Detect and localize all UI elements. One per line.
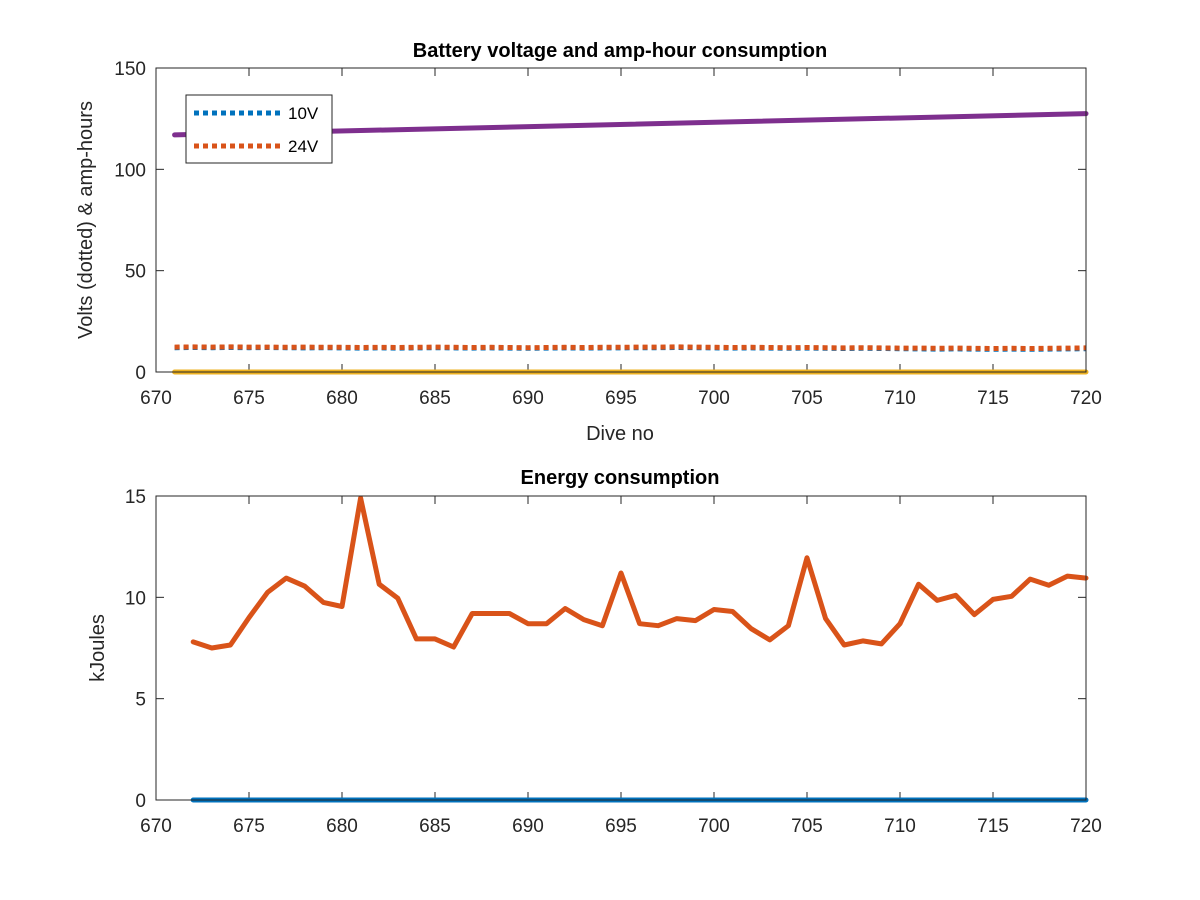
- series-line-24v: [174, 344, 1087, 351]
- y-axis-label: kJoules: [87, 614, 109, 682]
- series-line-0: [190, 495, 1089, 651]
- y-tick-label: 150: [114, 59, 146, 80]
- y-axis-label: Volts (dotted) & amp-hours: [75, 101, 97, 339]
- x-tick-label: 720: [1070, 388, 1102, 409]
- chart-title: Energy consumption: [521, 467, 720, 489]
- x-tick-label: 675: [233, 388, 265, 409]
- x-tick-label: 705: [791, 816, 823, 837]
- axes-box: [155, 495, 1087, 801]
- x-tick-label: 680: [326, 816, 358, 837]
- tick-group: 670 675 680 685 690 695 700 705 710 715 720 0 5 10 15: [125, 487, 1102, 837]
- y-tick-label: 15: [125, 487, 146, 508]
- y-tick-label: 0: [135, 791, 146, 812]
- y-tick-label: 0: [135, 363, 146, 384]
- x-tick-label: 680: [326, 388, 358, 409]
- y-tick-label: 50: [125, 262, 146, 283]
- y-tick-label: 5: [135, 690, 146, 711]
- x-tick-label: 695: [605, 388, 637, 409]
- tick-group: 670 675 680 685 690 695 700 705 710 715 720 0 50 100 1…: [114, 59, 1102, 409]
- x-tick-label: 705: [791, 388, 823, 409]
- x-tick-label: 685: [419, 388, 451, 409]
- x-tick-label: 715: [977, 816, 1009, 837]
- legend-box: [185, 94, 333, 164]
- x-tick-label: 675: [233, 816, 265, 837]
- battery-chart: Battery voltage and amp-hour consumption…: [75, 40, 1102, 445]
- legend-label-10v: 10V: [288, 104, 319, 123]
- x-tick-label: 685: [419, 816, 451, 837]
- x-tick-label: 700: [698, 816, 730, 837]
- plot-area: [190, 495, 1089, 803]
- y-tick-label: 10: [125, 588, 146, 609]
- x-tick-label: 670: [140, 816, 172, 837]
- x-tick-label: 720: [1070, 816, 1102, 837]
- x-tick-label: 690: [512, 388, 544, 409]
- x-axis-label: Dive no: [586, 423, 654, 445]
- y-tick-label: 100: [114, 160, 146, 181]
- x-tick-label: 690: [512, 816, 544, 837]
- chart-title: Battery voltage and amp-hour consumption: [413, 40, 827, 62]
- x-tick-label: 670: [140, 388, 172, 409]
- x-tick-label: 715: [977, 388, 1009, 409]
- legend-label-24v: 24V: [288, 137, 319, 156]
- x-tick-label: 710: [884, 816, 916, 837]
- x-tick-label: 695: [605, 816, 637, 837]
- energy-chart: Energy consumption kJoules 670 675 680 685 6…: [87, 467, 1102, 837]
- legend: 10V 24V: [185, 94, 333, 164]
- x-tick-label: 700: [698, 388, 730, 409]
- x-tick-label: 710: [884, 388, 916, 409]
- axes-box: [155, 67, 1087, 373]
